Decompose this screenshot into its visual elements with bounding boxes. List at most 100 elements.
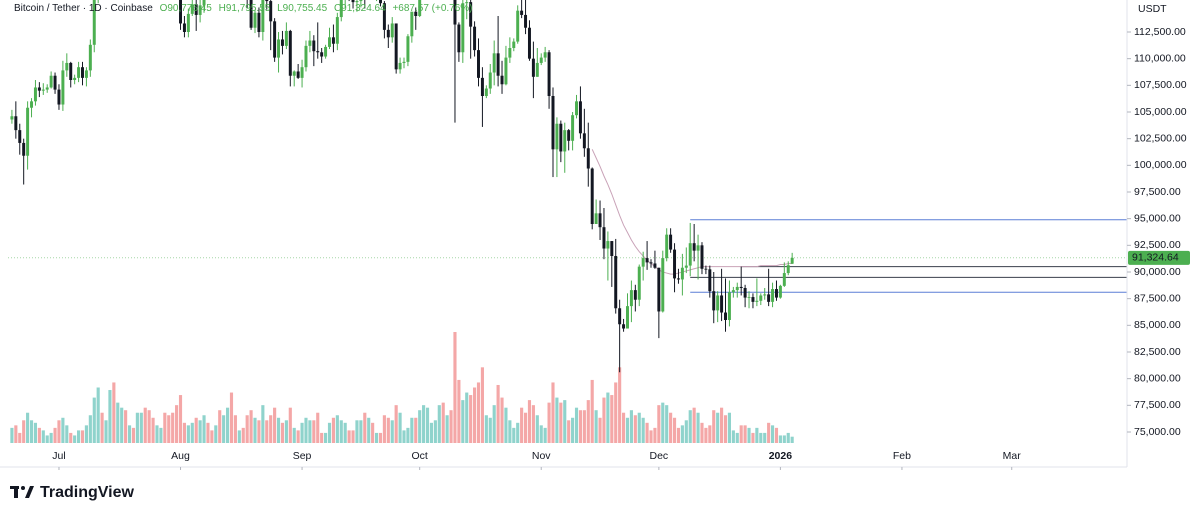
y-tick-label: 77,500.00 — [1134, 399, 1181, 411]
candle-body — [716, 295, 720, 311]
volume-bar — [418, 410, 422, 443]
candle-body — [759, 295, 763, 301]
candle-body — [712, 291, 716, 311]
candle-body — [402, 61, 406, 63]
volume-bar — [790, 436, 794, 443]
logo-dot — [21, 486, 25, 490]
volume-bar — [304, 417, 308, 443]
volume-bar — [182, 422, 187, 443]
volume-bar — [696, 412, 700, 443]
volume-bar — [225, 407, 230, 443]
y-tick-label: 107,500.00 — [1134, 79, 1187, 91]
candle-body — [410, 11, 414, 37]
candle-body — [53, 75, 57, 90]
volume-bar — [610, 395, 614, 443]
candle-body — [614, 255, 618, 309]
candle-body — [81, 67, 84, 78]
candle-body — [394, 23, 398, 70]
volume-bar — [539, 425, 543, 443]
candle-body — [316, 51, 320, 53]
volume-bar — [398, 412, 402, 443]
candle-body — [469, 2, 473, 27]
volume-bar — [555, 397, 559, 443]
x-tick-label: Aug — [171, 450, 190, 462]
volume-bar — [520, 407, 524, 443]
volume-bar — [739, 425, 743, 443]
candle-body — [492, 53, 496, 73]
volume-bar — [202, 415, 206, 443]
volume-bar — [210, 430, 214, 443]
candle-body — [657, 267, 661, 312]
volume-bar — [194, 417, 198, 443]
volume-bar — [578, 410, 583, 443]
volume-bar — [29, 420, 34, 443]
volume-bar — [371, 422, 375, 443]
volume-bar — [665, 405, 669, 443]
volume-bar — [382, 415, 386, 443]
volume-bar — [429, 422, 434, 443]
volume-bar — [347, 430, 351, 443]
candle-body — [249, 0, 253, 28]
volume-bar — [461, 400, 465, 443]
candle-body — [782, 273, 786, 286]
volume-bar — [645, 422, 649, 443]
volume-bar — [84, 425, 88, 443]
volume-bar — [127, 425, 132, 443]
volume-bar — [378, 432, 383, 443]
volume-bar — [621, 412, 626, 443]
candle-body — [661, 258, 665, 312]
candle-body — [708, 269, 712, 292]
chart-header: Bitcoin / Tether · 1D · Coinbase O90,776… — [14, 3, 473, 14]
candle-body — [735, 286, 739, 291]
candle-body — [477, 50, 480, 78]
candle-body — [182, 23, 186, 32]
candle-body — [790, 257, 794, 264]
volume-bar — [198, 420, 202, 443]
volume-bar — [320, 432, 324, 443]
candle-body — [320, 52, 324, 57]
candle-body — [296, 71, 300, 78]
moving-average — [591, 149, 793, 275]
volume-bar — [147, 410, 151, 443]
candle-body — [547, 52, 551, 96]
candle-body — [767, 294, 771, 302]
volume-bar — [359, 420, 363, 443]
volume-bar — [704, 427, 708, 443]
volume-bar — [367, 417, 371, 443]
ohlc-high: H91,795.55 — [219, 3, 271, 14]
volume-bar — [504, 407, 508, 443]
volume-bar — [571, 417, 575, 443]
candle-body — [386, 29, 390, 38]
volume-bar — [53, 427, 57, 443]
volume-bar — [492, 405, 496, 443]
volume-bar — [143, 407, 147, 443]
volume-bar — [563, 400, 567, 443]
volume-bar — [653, 427, 657, 443]
candle-body — [308, 40, 312, 46]
candle-body — [747, 297, 751, 298]
brand-logo: TradingView — [10, 484, 135, 501]
volume-bar — [441, 402, 445, 443]
candle-body — [88, 44, 92, 71]
volume-bar — [316, 412, 320, 443]
candle-body — [606, 241, 610, 249]
volume-bar — [257, 420, 261, 443]
volume-bar — [394, 405, 398, 443]
volume-bar — [167, 415, 171, 443]
volume-bar — [265, 420, 269, 443]
x-tick-label: Nov — [532, 450, 551, 462]
volume-bar — [386, 417, 390, 443]
volume-bar — [171, 412, 175, 443]
candle-body — [457, 24, 461, 53]
volume-bar — [14, 425, 18, 443]
candle-body — [33, 87, 37, 102]
volume-bar — [657, 405, 661, 443]
volume-bar — [672, 417, 677, 443]
candle-body — [92, 0, 96, 45]
candle-body — [49, 75, 53, 88]
volume-bar — [116, 402, 120, 443]
candle-body — [414, 11, 418, 16]
candle-body — [390, 23, 394, 38]
ohlc-close: C91,324.64 — [334, 3, 386, 14]
volume-bar — [343, 422, 347, 443]
